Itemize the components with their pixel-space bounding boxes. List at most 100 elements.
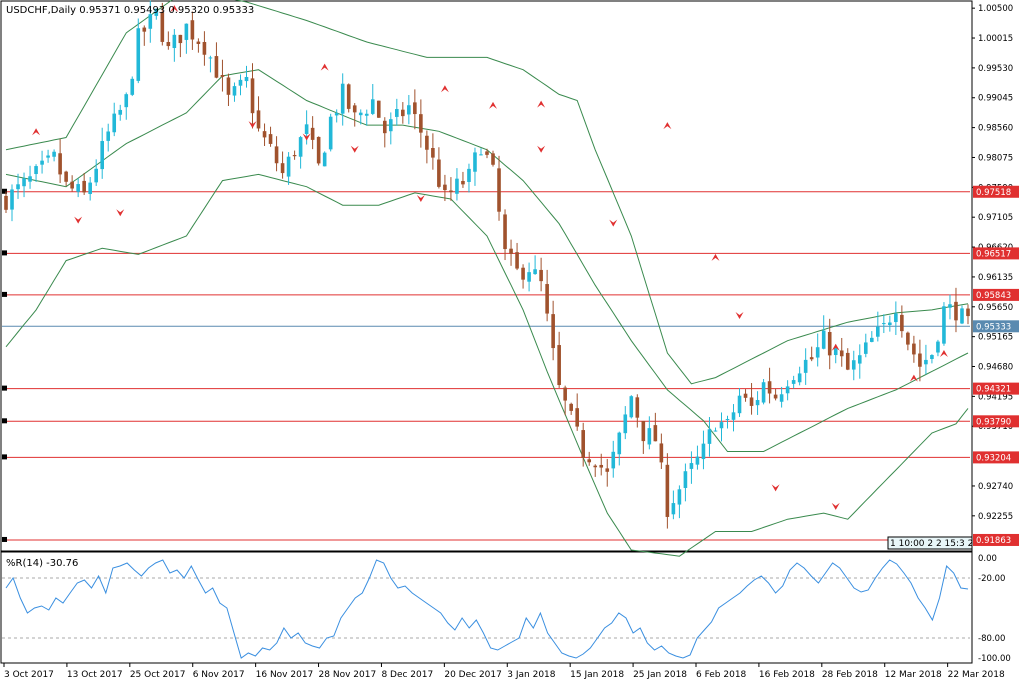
fractal-up-arrow [711,253,720,261]
fractal-down-arrow [537,145,546,153]
candle-bull [719,422,724,429]
candle-bull [34,166,38,175]
candle-bull [857,355,862,364]
level-tag-label: 0.91863 [976,536,1011,546]
fractal-up-arrow [32,128,41,136]
candle-bear [58,153,62,175]
candle-bear [401,109,405,117]
wpr-line [5,559,969,659]
candle-bull [731,412,736,420]
symbol-header: USDCHF,Daily 0.95371 0.95493 0.95320 0.9… [6,5,254,16]
candle-bear [563,387,567,401]
candle-bear [593,465,598,468]
candle-bear [827,332,832,356]
candle-bull [76,184,80,192]
candle-bull [888,322,892,325]
level-tag [973,247,1019,260]
candle-bear [461,180,465,185]
candle-bull [647,428,652,445]
fractal-down-arrow [248,121,257,129]
candle-bull [695,456,700,465]
level-tag [973,288,1019,301]
candle-bear [166,42,171,47]
candle-bear [4,195,8,210]
candle-bear [503,214,507,250]
candle-bear [954,301,958,321]
bands-upper-line [5,0,969,385]
candle-bear [900,314,904,332]
candle-bull [761,382,766,403]
y-tick-label: 1.00500 [978,4,1013,14]
candle-bear [316,136,321,164]
candle-bull [617,432,622,455]
candle-bear [539,269,543,282]
candle-bull [364,113,369,116]
level-tag-label: 0.96517 [976,249,1011,259]
candle-bull [863,342,868,354]
candle-bear [220,75,225,77]
candle-bull [340,83,345,114]
candle-bear [352,105,357,113]
candle-bull [286,156,291,177]
fractal-up-arrow [831,343,840,351]
candle-bull [100,141,105,170]
candle-bear [262,131,267,138]
x-tick-label: 3 Oct 2017 [4,670,54,680]
fractal-up-arrow [663,122,672,130]
candle-bear [515,252,519,269]
x-tick-label: 6 Nov 2017 [193,670,245,680]
y-tick-label: 0.95165 [978,333,1013,343]
y-tick-label: 0.99045 [978,94,1013,104]
candles [4,0,970,529]
candle-bull [755,400,760,406]
candle-bear [569,403,573,411]
x-tick-label: 6 Feb 2018 [696,670,747,680]
candle-bull [785,386,790,394]
y-tick-label: 0.95650 [978,303,1013,313]
candle-bear [280,163,285,174]
candle-bear [437,159,441,187]
y-tick-label: 0.92740 [978,482,1013,492]
candle-bull [88,182,92,195]
candle-bear [202,41,207,55]
candle-bear [635,397,640,418]
candle-bear [749,397,754,406]
y-tick-label: 0.92255 [978,512,1013,522]
fractal-down-arrow [74,216,83,224]
candle-bull [52,151,56,157]
candle-bull [298,137,303,157]
candle-bull [942,306,946,344]
candle-bull [22,178,26,187]
candle-bear [292,155,297,157]
candle-bull [671,503,676,515]
candle-bull [882,323,886,325]
level-tag [973,451,1019,464]
candle-bull [124,94,129,108]
fractal-up-arrow [170,5,179,13]
level-tag [973,185,1019,198]
candle-bull [797,373,802,383]
candle-bull [244,76,249,82]
y-tick-label: 0.96135 [978,273,1013,283]
candle-bear [839,350,844,357]
candle-bull [948,304,952,308]
candle-bear [773,394,778,399]
x-tick-label: 16 Feb 2018 [759,670,815,680]
x-tick-label: 20 Dec 2017 [444,670,502,680]
level-tag-label: 0.93204 [976,453,1011,463]
candle-bull [148,14,153,29]
candle-bull [924,359,928,365]
candle-bull [304,124,309,135]
candle-bear [310,127,315,140]
candle-bear [659,443,664,463]
candle-bull [701,443,706,460]
candle-bear [845,352,850,370]
candle-bull [130,78,135,95]
candle-bull [16,184,20,190]
candle-bear [256,110,261,129]
fractal-up-arrow [537,100,546,108]
candle-bull [677,489,682,505]
level-tag-label: 0.93790 [976,417,1011,427]
candle-bull [334,113,339,116]
candle-bear [226,77,231,95]
